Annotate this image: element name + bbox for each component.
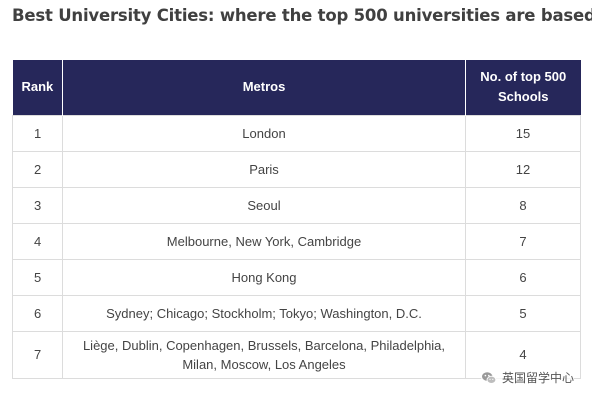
university-cities-table: Rank Metros No. of top 500 Schools 1 Lon… [12, 60, 581, 379]
rank-cell: 3 [12, 186, 63, 224]
header-row: Rank Metros No. of top 500 Schools [12, 60, 581, 115]
table-row: 4 Melbourne, New York, Cambridge 7 [12, 222, 581, 260]
table-row: 5 Hong Kong 6 [12, 258, 581, 296]
table-row: 1 London 15 [12, 114, 581, 152]
wechat-icon [481, 371, 497, 384]
rank-cell: 6 [12, 294, 63, 332]
watermark-text: 英国留学中心 [501, 371, 574, 385]
metros-line: Liège, Dublin, Copenhagen, Brussels, Bar… [82, 337, 446, 353]
rank-cell: 2 [12, 150, 63, 188]
table-row: 2 Paris 12 [12, 150, 581, 188]
table-row: 6 Sydney; Chicago; Stockholm; Tokyo; Was… [12, 294, 581, 332]
header-rank: Rank [12, 60, 63, 115]
metros-cell: Liège, Dublin, Copenhagen, Brussels, Bar… [62, 330, 466, 379]
schools-cell: 8 [465, 186, 581, 224]
schools-cell: 5 [465, 294, 581, 332]
schools-cell: 12 [465, 150, 581, 188]
header-schools-line2: Schools [497, 89, 549, 105]
metros-cell: London [62, 114, 466, 152]
metros-cell: Hong Kong [62, 258, 466, 296]
metros-cell: Paris [62, 150, 466, 188]
metros-cell: Seoul [62, 186, 466, 224]
rank-cell: 4 [12, 222, 63, 260]
source-watermark: 英国留学中心 [480, 369, 574, 386]
table-body: 1 London 15 2 Paris 12 3 Seoul 8 4 Melbo… [12, 114, 581, 379]
table-row: 3 Seoul 8 [12, 186, 581, 224]
rank-cell: 5 [12, 258, 63, 296]
schools-cell: 6 [465, 258, 581, 296]
page-title: Best University Cities: where the top 50… [12, 6, 592, 25]
header-metros: Metros [62, 60, 466, 115]
rank-cell: 1 [12, 114, 63, 152]
schools-cell: 15 [465, 114, 581, 152]
schools-cell: 7 [465, 222, 581, 260]
header-schools-line1: No. of top 500 [480, 69, 567, 85]
rank-cell: 7 [12, 330, 63, 379]
metros-line: Milan, Moscow, Los Angeles [182, 356, 346, 372]
header-schools: No. of top 500 Schools [465, 60, 581, 115]
metros-cell: Sydney; Chicago; Stockholm; Tokyo; Washi… [62, 294, 466, 332]
table-header: Rank Metros No. of top 500 Schools [12, 60, 581, 115]
metros-cell: Melbourne, New York, Cambridge [62, 222, 466, 260]
